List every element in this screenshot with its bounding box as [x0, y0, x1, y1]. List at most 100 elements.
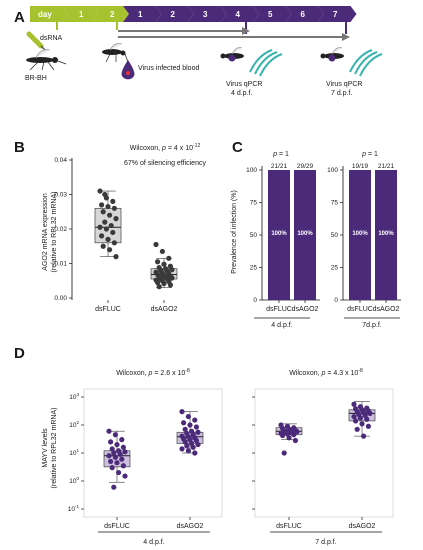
timeline-purple-segment	[253, 6, 292, 22]
d-y-tick-label: 101	[69, 448, 79, 457]
timeline: day 1 2 1 2 3 4 5 6 7	[30, 6, 357, 41]
c-y-tick-label: 75	[250, 200, 258, 207]
c-bar	[349, 170, 371, 300]
d-panel-frame	[254, 388, 394, 518]
c-bar	[375, 170, 397, 300]
strain-label: BR-BH	[25, 75, 47, 82]
chart-b: 0.00 0.01 0.02 0.03 0.04 dsFLUC dsAGO2	[54, 157, 177, 313]
timeline-purple-label: 5	[268, 10, 273, 19]
c-x-tick-label: dsAGO2	[373, 306, 400, 313]
c-y-tick-label: 50	[331, 232, 339, 239]
blood-label: Virus infected blood	[138, 65, 199, 72]
dpf4-label: 4 d.p.f.	[231, 90, 252, 97]
data-point	[292, 437, 298, 444]
d-y-tick-label: 10-1	[68, 504, 80, 513]
chart-d: 103 102 101 100 10-1 dsFLUC dsAGO2 dsFLUC dsAGO2	[68, 388, 394, 530]
data-point	[192, 417, 198, 423]
data-point	[161, 280, 167, 287]
c-bar-label: 100%	[378, 231, 394, 237]
b-y-tick-label: 0.00	[54, 295, 67, 302]
data-point	[122, 473, 128, 479]
c-y-tick-label: 0	[253, 297, 257, 304]
data-point	[97, 188, 103, 194]
data-point	[108, 222, 114, 229]
data-point	[99, 233, 105, 239]
syringe-icon	[26, 31, 46, 51]
data-point	[286, 435, 292, 441]
data-point	[122, 449, 128, 455]
data-point	[107, 247, 113, 253]
b-ylabel-1: AGO2 mRNA expression	[42, 193, 49, 271]
panel-label-b: B	[14, 139, 25, 156]
timeline-purple-days: 1 2 3 4 5 6 7	[123, 6, 357, 22]
data-point	[169, 275, 175, 281]
blood-drop-icon	[121, 60, 135, 80]
data-point	[100, 209, 106, 215]
c-bar-label: 100%	[297, 231, 313, 237]
timeline-day-word: day	[38, 10, 52, 19]
c-x-tick-label: dsFLUC	[266, 306, 292, 313]
data-point	[119, 437, 125, 443]
data-point	[120, 463, 126, 469]
c-y-tick-label: 100	[327, 167, 338, 174]
tubes-icon	[249, 49, 283, 77]
data-point	[167, 282, 173, 288]
c-y-tick-label: 25	[331, 265, 339, 272]
data-point	[110, 198, 116, 204]
c-bar-count: 29/29	[297, 163, 314, 170]
timeline-green-1	[62, 6, 98, 22]
d-x-tick-label: dsAGO2	[177, 523, 204, 530]
data-point	[185, 448, 191, 454]
d-group-label-1: 4 d.p.f.	[143, 539, 164, 546]
c-bar-count: 19/19	[352, 163, 369, 170]
data-point	[109, 446, 115, 452]
data-point	[114, 460, 120, 466]
b-x-tick-label: dsAGO2	[151, 306, 178, 313]
data-point	[181, 420, 187, 426]
dpf7-label: 7 d.p.f.	[331, 90, 352, 97]
timeline-day-segment	[30, 6, 68, 22]
data-point	[193, 437, 199, 444]
c-group-label-2: 7d.p.f.	[362, 322, 382, 329]
b-y-tick-label: 0.01	[54, 261, 67, 268]
data-point	[106, 453, 112, 459]
timeline-purple-label: 1	[138, 10, 143, 19]
timeline-green-2	[92, 6, 129, 22]
c-p-text-2: p = 1	[361, 151, 378, 158]
qpcr-mosquito-icon	[220, 47, 244, 62]
data-point	[119, 456, 125, 462]
data-point	[280, 432, 286, 439]
panel-label-d: D	[14, 345, 25, 362]
data-point	[367, 410, 373, 416]
data-point	[179, 446, 185, 452]
data-point	[102, 191, 108, 198]
timeline-purple-segment	[123, 6, 162, 22]
d-stat-text-2: Wilcoxon, p = 4.3 x 10-8	[289, 368, 363, 377]
data-point	[185, 413, 191, 420]
d-ylabel-1: MAYV levels	[42, 428, 49, 468]
d-y-tick-label: 103	[69, 392, 79, 401]
data-point	[159, 248, 165, 255]
b-stat-exp: -12	[193, 143, 200, 149]
timeline-purple-segment	[155, 6, 194, 22]
panel-label-c: C	[232, 139, 243, 156]
timeline-purple-segment	[220, 6, 259, 22]
data-point	[111, 450, 117, 456]
c-x-tick-label: dsFLUC	[347, 306, 373, 313]
data-point	[281, 450, 287, 456]
data-point	[354, 426, 360, 432]
b-stat-text: Wilcoxon, p = 4 x 10-12	[130, 143, 201, 152]
data-point	[112, 454, 118, 460]
data-point	[357, 415, 363, 421]
data-point	[111, 240, 117, 246]
d-y-tick-label: 100	[69, 476, 79, 485]
c-bar-count: 21/21	[271, 163, 288, 170]
c-p-text-1: p = 1	[272, 151, 289, 158]
data-point	[294, 429, 300, 435]
data-point	[156, 284, 162, 290]
data-point	[190, 444, 196, 450]
tubes-icon	[349, 49, 383, 77]
c-bar	[268, 170, 290, 300]
data-point	[161, 261, 167, 267]
